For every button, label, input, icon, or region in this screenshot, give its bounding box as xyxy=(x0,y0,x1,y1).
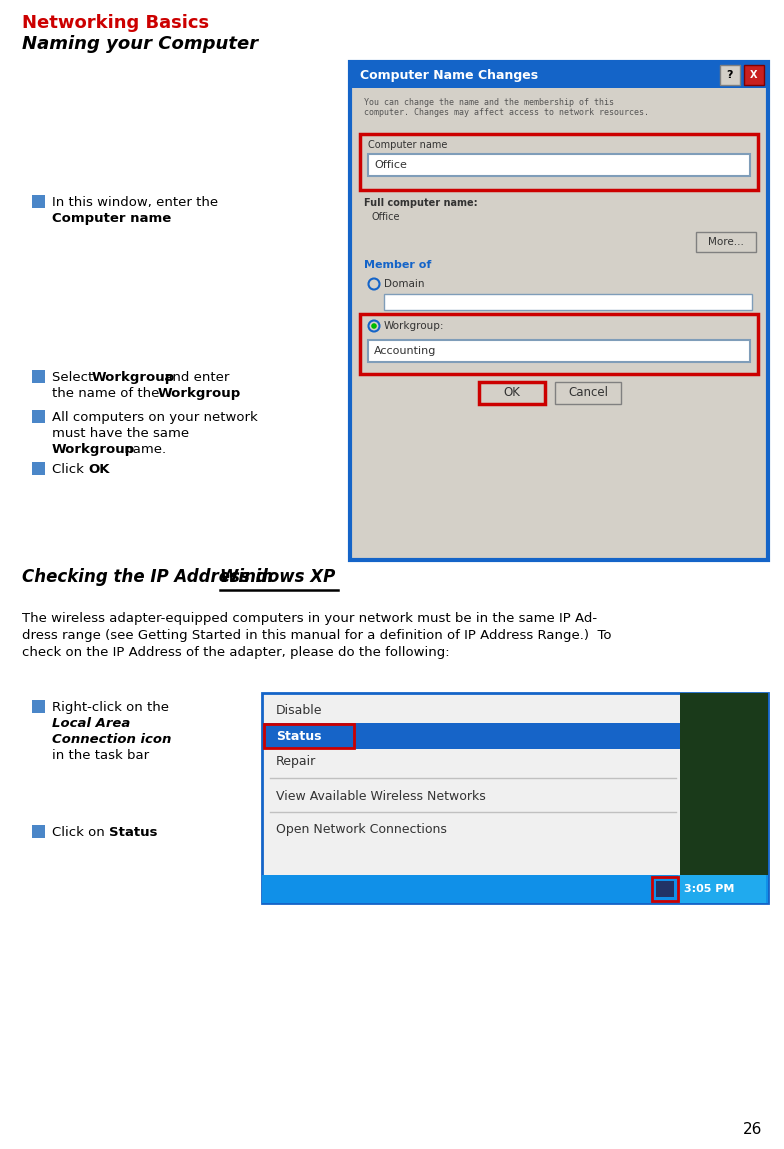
Text: Click: Click xyxy=(52,463,88,476)
Text: Office: Office xyxy=(372,213,401,222)
Bar xyxy=(720,65,740,85)
Text: Full computer name:: Full computer name: xyxy=(364,198,477,208)
Text: Select: Select xyxy=(52,371,97,384)
Text: in the task bar: in the task bar xyxy=(52,749,149,762)
Text: Computer Name Changes: Computer Name Changes xyxy=(360,69,538,82)
Bar xyxy=(678,876,766,903)
Text: Workgroup:: Workgroup: xyxy=(384,321,445,331)
FancyBboxPatch shape xyxy=(479,381,545,404)
Text: Open Network Connections: Open Network Connections xyxy=(276,824,447,836)
Bar xyxy=(262,723,680,749)
Text: View Available Wireless Networks: View Available Wireless Networks xyxy=(276,789,486,802)
Text: Member of: Member of xyxy=(364,260,431,270)
Text: Click on: Click on xyxy=(52,826,109,839)
Text: All computers on your network: All computers on your network xyxy=(52,411,258,424)
Text: dress range (see Getting Started in this manual for a definition of IP Address R: dress range (see Getting Started in this… xyxy=(22,629,612,642)
Bar xyxy=(350,62,768,88)
Text: Right-click on the: Right-click on the xyxy=(52,701,169,714)
Text: and enter: and enter xyxy=(160,371,230,384)
Bar xyxy=(696,232,756,252)
Text: Windows XP: Windows XP xyxy=(220,568,336,586)
Text: You can change the name and the membership of this
computer. Changes may affect : You can change the name and the membersh… xyxy=(364,98,649,117)
Text: Office: Office xyxy=(374,160,407,170)
Text: Repair: Repair xyxy=(276,756,316,769)
Text: Local Area: Local Area xyxy=(52,717,130,730)
Text: Disable: Disable xyxy=(276,703,322,717)
Text: must have the same: must have the same xyxy=(52,427,189,440)
Bar xyxy=(384,294,752,310)
Bar xyxy=(368,154,750,176)
Bar xyxy=(262,876,768,903)
Bar xyxy=(32,462,45,475)
Bar xyxy=(656,881,674,897)
Text: Connection icon: Connection icon xyxy=(52,733,172,746)
Circle shape xyxy=(371,323,377,329)
Bar xyxy=(744,65,764,85)
Bar xyxy=(32,410,45,423)
Text: Checking the IP Address in: Checking the IP Address in xyxy=(22,568,279,586)
Bar xyxy=(32,700,45,714)
Text: ?: ? xyxy=(727,70,733,80)
Text: name.: name. xyxy=(120,444,166,456)
Text: X: X xyxy=(750,70,758,80)
Bar xyxy=(368,340,750,362)
Text: Status: Status xyxy=(276,730,321,742)
Text: check on the IP Address of the adapter, please do the following:: check on the IP Address of the adapter, … xyxy=(22,646,450,660)
Text: OK: OK xyxy=(503,386,521,400)
Text: In this window, enter the: In this window, enter the xyxy=(52,196,218,209)
Bar xyxy=(555,381,621,404)
Text: Networking Basics: Networking Basics xyxy=(22,14,209,32)
Text: Cancel: Cancel xyxy=(568,386,608,400)
Text: More...: More... xyxy=(708,237,744,247)
Text: Computer name: Computer name xyxy=(368,140,448,151)
Bar xyxy=(350,62,768,560)
Text: 26: 26 xyxy=(742,1123,762,1138)
Bar xyxy=(32,825,45,838)
Bar xyxy=(680,693,768,903)
Text: 3:05 PM: 3:05 PM xyxy=(684,884,735,894)
Text: the name of the: the name of the xyxy=(52,387,164,400)
Text: Accounting: Accounting xyxy=(374,346,437,356)
Text: The wireless adapter-equipped computers in your network must be in the same IP A: The wireless adapter-equipped computers … xyxy=(22,612,597,625)
Text: Workgroup: Workgroup xyxy=(92,371,176,384)
Bar xyxy=(32,195,45,208)
Text: Naming your Computer: Naming your Computer xyxy=(22,34,258,53)
Text: Status: Status xyxy=(109,826,158,839)
Text: OK: OK xyxy=(88,463,110,476)
Bar xyxy=(262,693,768,903)
Text: Domain: Domain xyxy=(384,279,424,290)
Text: Workgroup: Workgroup xyxy=(158,387,241,400)
Text: Workgroup: Workgroup xyxy=(52,444,136,456)
Bar xyxy=(32,370,45,383)
Text: Computer name: Computer name xyxy=(52,213,171,225)
